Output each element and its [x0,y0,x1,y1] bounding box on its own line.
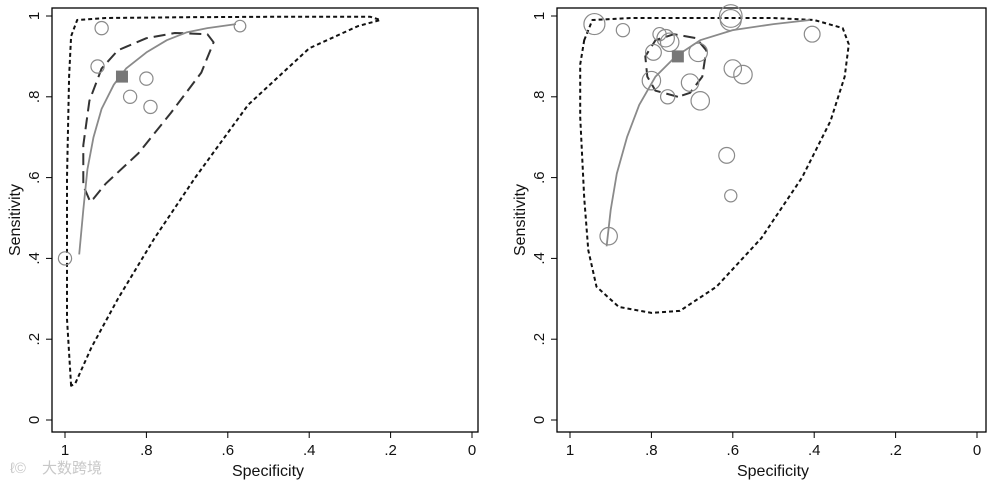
sroc-curve [605,19,811,247]
y-tick-label: .8 [531,91,548,104]
confidence-region [82,32,215,201]
left-panel: 1 .8 .6 .4 .2 0 0 .2 .4 .6 .8 1 Specificity Sensitivi… [7,7,479,480]
x-axis-title: Specificity [232,463,304,480]
y-tick-label: 1 [26,12,43,20]
study-point [233,19,247,33]
y-axis-title: Sensitivity [512,184,529,256]
right-panel: 1 .8 .6 .4 .2 0 0 .2 .4 .6 .8 1 Specificity Sensitivi… [512,4,987,480]
summary-point [115,70,128,83]
study-point [723,59,743,78]
x-tick-label: .4 [808,442,821,459]
y-tick-label: .6 [531,171,548,184]
study-point [724,189,738,203]
x-tick-label: .6 [727,442,740,459]
study-point [733,64,753,85]
study-point [803,25,821,43]
x-tick-label: 1 [566,442,574,459]
y-axis-title: Sensitivity [7,184,24,256]
summary-point [671,50,684,63]
watermark: ℓ© 大数跨境 [10,459,102,477]
study-point [656,28,675,48]
study-point [583,12,606,36]
prediction-region [579,17,850,314]
study-point [719,8,742,32]
x-tick-label: .8 [645,442,658,459]
study-point [690,91,711,111]
study-point [615,22,631,38]
plot-frame [51,7,479,433]
watermark-logo: ℓ© [10,460,26,477]
y-tick-label: 0 [26,416,43,424]
study-point [143,99,158,115]
x-tick-label: .6 [222,442,235,459]
study-point [90,59,105,74]
plot-frame [556,7,987,433]
y-tick-label: .8 [26,91,43,104]
study-point [94,20,109,36]
study-point [139,71,154,86]
x-tick-label: .8 [140,442,153,459]
x-tick-label: 0 [973,442,981,459]
y-tick-label: .4 [531,252,548,265]
watermark-text: 大数跨境 [42,459,102,477]
study-point [680,73,700,92]
sroc-curve [78,23,237,255]
x-tick-label: .4 [303,442,316,459]
study-point [599,226,618,246]
y-tick-label: .6 [26,171,43,184]
study-point [641,70,662,91]
study-point [718,4,743,28]
y-tick-label: 0 [531,416,548,424]
study-point [122,89,138,105]
study-point [644,43,662,61]
y-tick-label: .2 [531,333,548,346]
study-point [688,42,709,63]
x-tick-label: .2 [384,442,397,459]
study-point [718,146,736,164]
x-axis-title: Specificity [737,463,809,480]
y-tick-label: .2 [26,333,43,346]
y-tick-label: 1 [531,12,548,20]
prediction-region [66,15,382,387]
x-tick-label: 1 [61,442,69,459]
study-point [57,251,73,266]
study-point [659,32,680,53]
y-tick-label: .4 [26,252,43,265]
study-point [659,89,676,105]
x-tick-label: 0 [468,442,476,459]
x-tick-label: .2 [889,442,902,459]
